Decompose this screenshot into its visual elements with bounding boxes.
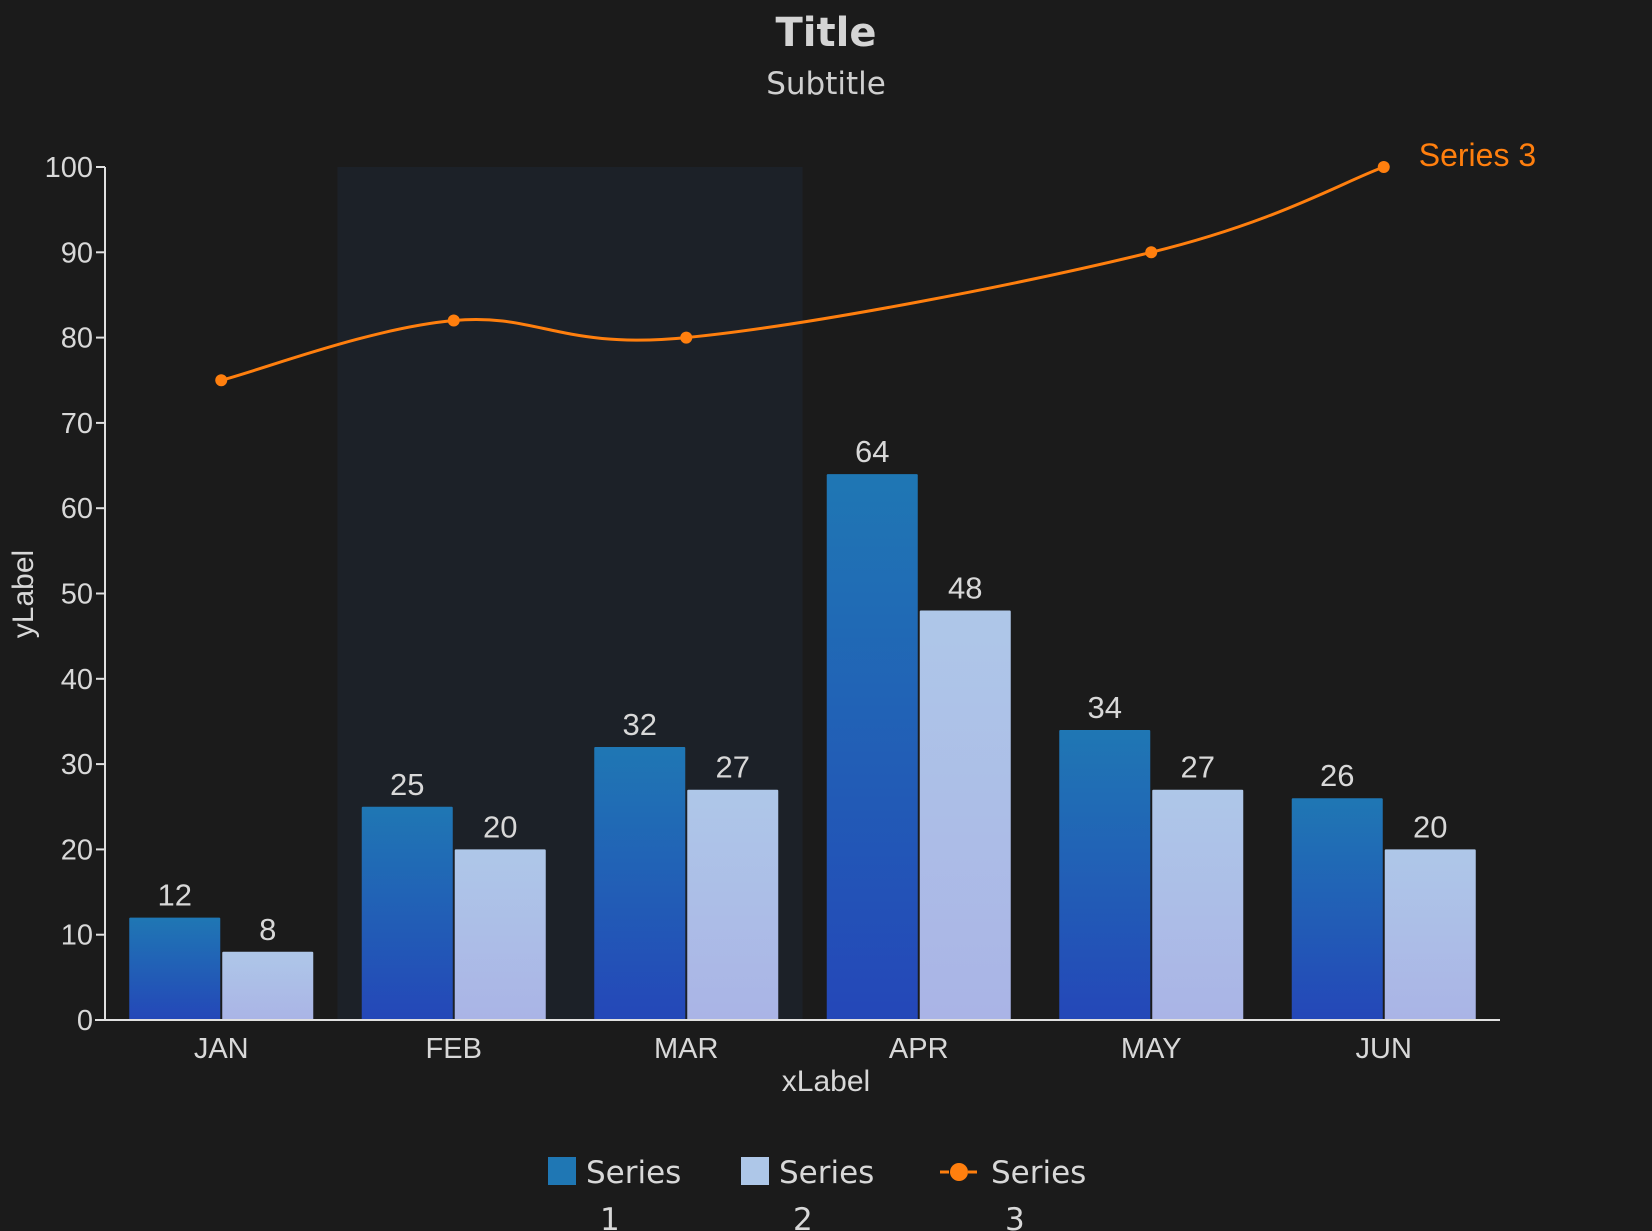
legend-sublabel: 1 (600, 1202, 620, 1231)
bar-series2-apr (919, 610, 1011, 1020)
x-tick-label-apr: APR (889, 1033, 949, 1065)
bar-series2-jan (222, 951, 314, 1020)
bar-series2-feb (454, 849, 546, 1020)
point-series3-jan (215, 374, 228, 387)
data-label-series1-jun: 26 (1320, 758, 1354, 793)
bar-series2-may (1152, 789, 1244, 1020)
bar-series1-jan (129, 917, 221, 1020)
x-tick-label-jun: JUN (1356, 1033, 1412, 1065)
y-tick-label: 70 (61, 408, 93, 440)
legend-item-series2[interactable]: Series 2 (741, 1155, 874, 1231)
y-tick-label: 40 (61, 664, 93, 696)
y-tick-label: 80 (61, 323, 93, 355)
series3-end-label: Series 3 (1419, 137, 1536, 173)
data-label-series2-jun: 20 (1413, 809, 1447, 844)
x-tick-label-mar: MAR (654, 1033, 718, 1065)
chart-title: Title (776, 10, 877, 56)
y-tick-label: 10 (61, 920, 93, 952)
point-series3-jun (1377, 161, 1390, 173)
x-tick-label-feb: FEB (426, 1033, 482, 1065)
legend-label: Series (779, 1155, 874, 1191)
legend-swatch (548, 1157, 576, 1185)
bar-series1-feb (361, 806, 453, 1020)
legend-item-series3[interactable]: Series 3 (940, 1155, 1086, 1231)
legend-sublabel: 3 (1005, 1202, 1025, 1231)
point-series3-may (1145, 246, 1158, 259)
legend-dot-marker (950, 1163, 968, 1181)
bar-series1-mar (594, 747, 686, 1020)
y-tick-label: 50 (61, 579, 93, 611)
data-label-series2-feb: 20 (483, 809, 517, 844)
legend: Series 1 Series 2 Series 3 (548, 1155, 1086, 1231)
data-label-series2-mar: 27 (716, 750, 750, 785)
bar-series1-jun (1291, 798, 1383, 1020)
data-label-series2-may: 27 (1181, 750, 1215, 785)
bar-series1-may (1059, 729, 1151, 1020)
data-label-series1-jan: 12 (158, 878, 192, 913)
y-tick-label: 0 (77, 1005, 93, 1037)
data-label-series1-feb: 25 (390, 767, 424, 802)
y-tick-label: 90 (61, 237, 93, 269)
data-label-series1-may: 34 (1088, 690, 1122, 725)
data-label-series1-mar: 32 (623, 707, 657, 742)
legend-item-series1[interactable]: Series 1 (548, 1155, 681, 1231)
x-tick-label-jan: JAN (194, 1033, 249, 1065)
point-series3-feb (447, 314, 460, 327)
x-tick-label-may: MAY (1121, 1033, 1182, 1065)
data-label-series2-apr: 48 (948, 571, 982, 606)
data-label-series2-jan: 8 (259, 912, 276, 947)
y-tick-label: 100 (45, 152, 93, 184)
line-series3 (220, 165, 1385, 382)
legend-sublabel: 2 (793, 1202, 813, 1231)
bar-series2-jun (1384, 849, 1476, 1020)
legend-label: Series (991, 1155, 1086, 1191)
y-tick-label: 30 (61, 749, 93, 781)
point-series3-mar (680, 331, 693, 344)
bar-series1-apr (826, 474, 918, 1021)
legend-swatch (741, 1157, 769, 1185)
data-label-series1-apr: 64 (855, 434, 889, 469)
legend-label: Series (586, 1155, 681, 1191)
x-axis-label: xLabel (782, 1065, 870, 1098)
y-axis-label: yLabel (7, 550, 40, 638)
chart-subtitle: Subtitle (766, 66, 886, 102)
bar-series2-mar (687, 789, 779, 1020)
y-tick-label: 60 (61, 493, 93, 525)
y-tick-label: 20 (61, 834, 93, 866)
